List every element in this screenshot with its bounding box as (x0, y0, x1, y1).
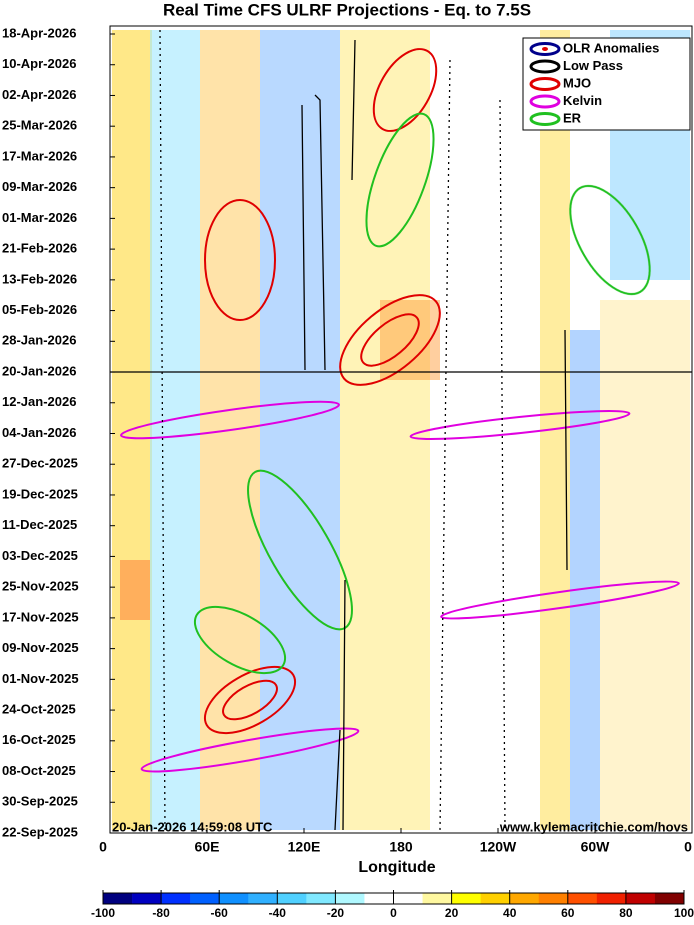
y-tick-label: 19-Dec-2025 (2, 486, 78, 501)
y-tick-label: 01-Mar-2026 (2, 210, 77, 225)
y-tick-label: 01-Nov-2025 (2, 671, 79, 686)
colorbar-cell (219, 893, 249, 904)
colorbar-cell (480, 893, 510, 904)
legend-swatch (529, 77, 561, 91)
y-tick-label: 18-Apr-2026 (2, 25, 76, 40)
y-tick-label: 17-Nov-2025 (2, 609, 79, 624)
legend-label: Kelvin (563, 93, 602, 108)
x-tick-label: 0 (99, 839, 107, 855)
colorbar-cell (364, 893, 394, 904)
x-tick-label: 180 (389, 839, 413, 855)
legend-label: OLR Anomalies (563, 40, 659, 55)
y-tick-label: 11-Dec-2025 (2, 517, 77, 532)
colorbar-tick-label: 100 (674, 906, 694, 920)
y-tick-label: 30-Sep-2025 (2, 794, 78, 809)
colorbar-cell (654, 893, 685, 904)
colorbar-cell (248, 893, 278, 904)
y-tick-label: 24-Oct-2025 (2, 702, 76, 717)
y-tick-label: 28-Jan-2026 (2, 333, 76, 348)
colorbar-cell (103, 893, 133, 904)
y-tick-label: 13-Feb-2026 (2, 271, 77, 286)
plot-frame (109, 25, 693, 834)
colorbar-tick-label: -100 (91, 906, 115, 920)
y-tick-label: 25-Mar-2026 (2, 118, 77, 133)
legend-swatch (529, 42, 561, 56)
colorbar-cell (596, 893, 627, 904)
colorbar-cell (277, 893, 307, 904)
x-tick-label: 120E (288, 839, 321, 855)
colorbar-cell (132, 893, 162, 904)
x-tick-label: 120W (480, 839, 517, 855)
legend-label: Low Pass (563, 58, 623, 73)
y-tick-label: 02-Apr-2026 (2, 87, 76, 102)
y-tick-label: 20-Jan-2026 (2, 363, 76, 378)
legend-swatch-core (542, 47, 548, 51)
legend-swatch (529, 59, 561, 74)
colorbar-cell (451, 893, 481, 904)
colorbar-cell (335, 893, 365, 904)
y-tick-label: 05-Feb-2026 (2, 302, 77, 317)
contour-decoration (120, 29, 680, 831)
y-tick-label: 25-Nov-2025 (2, 579, 79, 594)
y-tick-label: 10-Apr-2026 (2, 56, 76, 71)
colorbar-tick-label: 20 (445, 906, 459, 920)
legend-swatch (529, 112, 561, 126)
colorbar-cell (509, 893, 540, 904)
colorbar-cell (306, 893, 336, 904)
colorbar-cell (625, 893, 656, 904)
y-tick-label: 09-Nov-2025 (2, 640, 79, 655)
chart-title: Real Time CFS ULRF Projections - Eq. to … (163, 0, 531, 19)
legend-swatch (529, 94, 561, 109)
y-tick-label: 27-Dec-2025 (2, 456, 78, 471)
colorbar-cell (190, 893, 220, 904)
colorbar-cell (161, 893, 191, 904)
colorbar-tick-label: -80 (152, 906, 170, 920)
field-decoration (112, 30, 690, 830)
y-tick-label: 17-Mar-2026 (2, 148, 77, 163)
plot-area: OLR Anomalies Low Pass MJO Kelvin ER (109, 25, 693, 834)
colorbar-tick-label: -20 (327, 906, 345, 920)
x-tick-label: 60W (581, 839, 611, 855)
timestamp: 20-Jan-2026 14:59:08 UTC (112, 819, 273, 834)
legend-label: MJO (563, 75, 591, 90)
colorbar-cell (422, 893, 452, 904)
y-tick-label: 04-Jan-2026 (2, 425, 76, 440)
colorbar-tick-label: 60 (561, 906, 575, 920)
source: www.kylemacritchie.com/hovs (499, 819, 688, 834)
x-axis-label: Longitude (358, 859, 435, 876)
colorbar-tick-label: -40 (269, 906, 287, 920)
y-tick-label: 03-Dec-2025 (2, 548, 78, 563)
y-tick-label: 12-Jan-2026 (2, 394, 76, 409)
legend-label: ER (563, 110, 582, 125)
colorbar-tick-label: 40 (503, 906, 517, 920)
x-tick-label: 0 (684, 839, 692, 855)
colorbar-cell (393, 893, 423, 904)
colorbar-tick-label: -60 (211, 906, 229, 920)
y-tick-label: 21-Feb-2026 (2, 241, 77, 256)
y-tick-label: 22-Sep-2025 (2, 824, 78, 839)
y-tick-label: 16-Oct-2025 (2, 732, 76, 747)
colorbar-tick-label: 0 (390, 906, 397, 920)
x-tick-label: 60E (195, 839, 220, 855)
colorbar-cell (567, 893, 598, 904)
y-tick-label: 09-Mar-2026 (2, 179, 77, 194)
y-tick-label: 08-Oct-2025 (2, 763, 76, 778)
colorbar-tick-label: 80 (619, 906, 633, 920)
colorbar-cell (538, 893, 569, 904)
legend: OLR Anomalies Low Pass MJO Kelvin ER (522, 37, 691, 131)
